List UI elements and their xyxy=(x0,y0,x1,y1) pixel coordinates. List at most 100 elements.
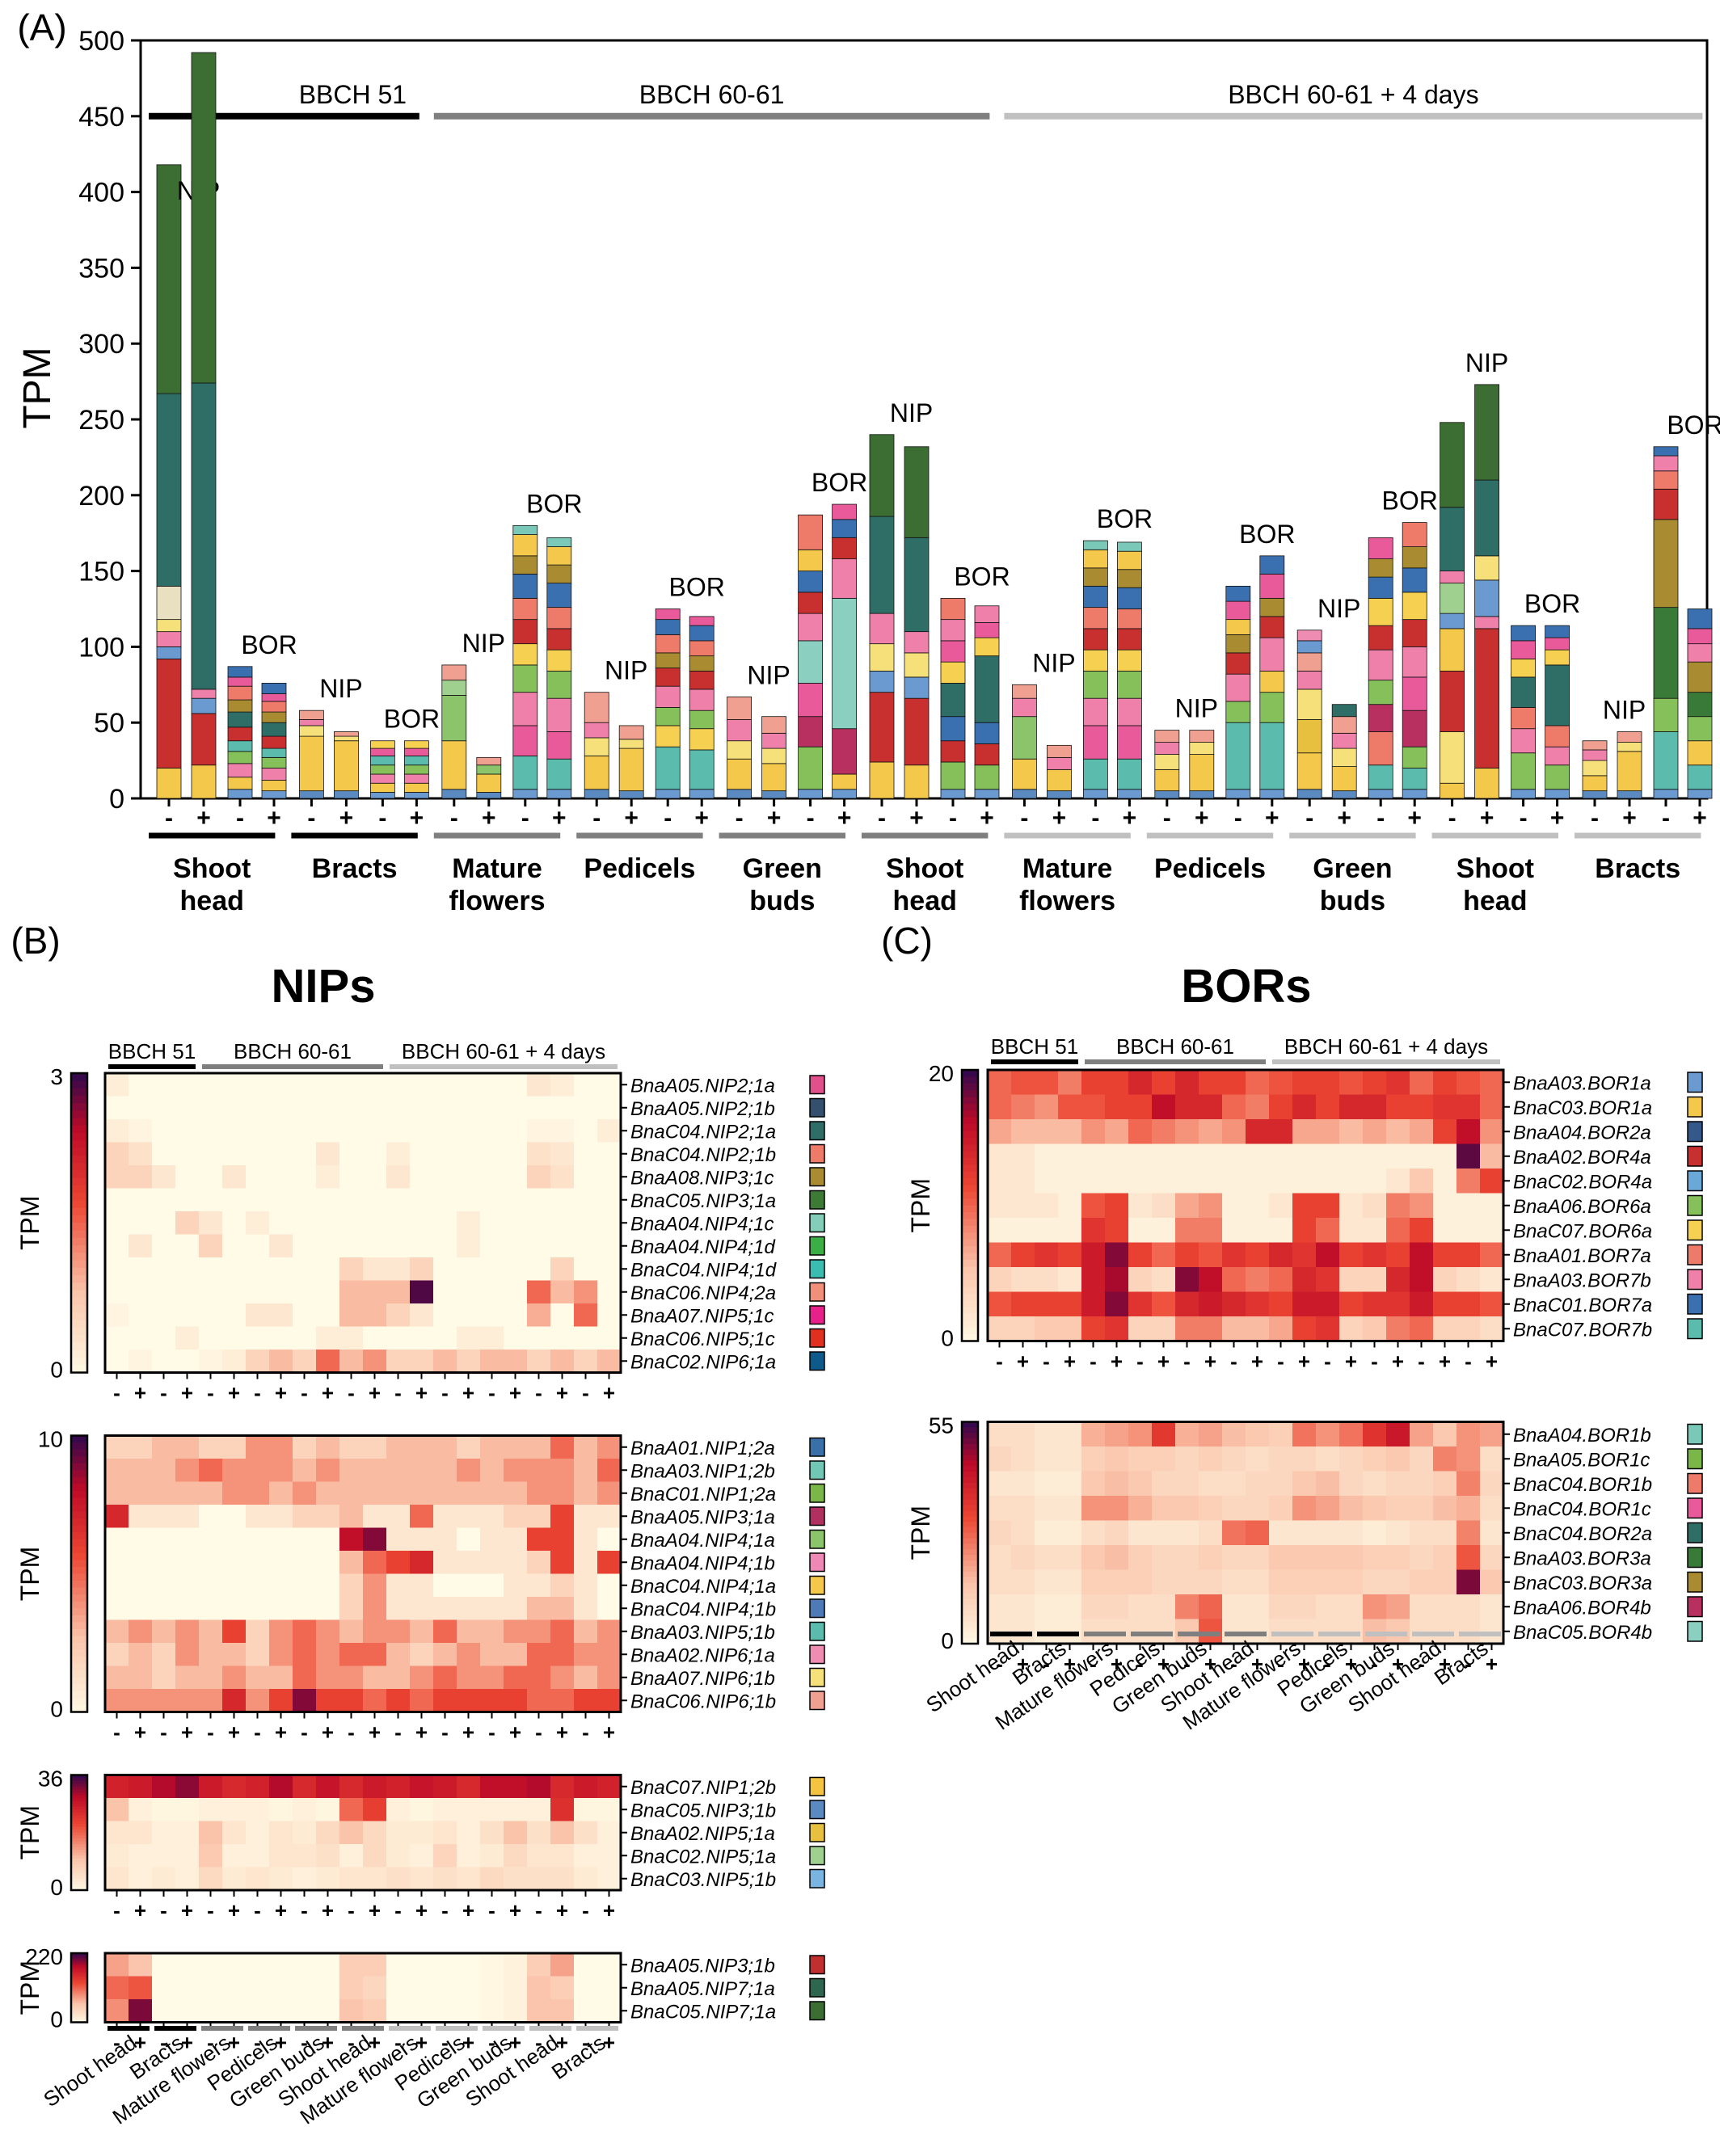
treatment-label: + xyxy=(1622,805,1637,832)
bar-segment xyxy=(1617,790,1642,799)
heatmap-cell xyxy=(152,1573,176,1598)
colorbar-step xyxy=(71,1780,87,1784)
heatmap-cell xyxy=(1035,1242,1059,1268)
colorbar-step xyxy=(71,1207,87,1216)
heatmap-cell xyxy=(480,1665,504,1690)
bar-segment xyxy=(156,619,182,633)
heatmap-cell xyxy=(1199,1594,1223,1619)
heatmap-cell xyxy=(433,1211,457,1235)
heatmap-cell xyxy=(1480,1291,1504,1317)
heatmap-cell xyxy=(597,1619,622,1644)
colorbar-step xyxy=(71,1133,87,1141)
heatmap-cell xyxy=(410,1867,434,1891)
bar-segment xyxy=(191,764,217,799)
heatmap-cell xyxy=(152,1798,176,1821)
heatmap-cell xyxy=(105,1976,129,2000)
heatmap-cell xyxy=(152,1096,176,1120)
gene-color-swatch xyxy=(809,1776,825,1796)
colorbar-step xyxy=(962,1137,978,1145)
gene-color-swatch xyxy=(1687,1472,1703,1494)
colorbar-step xyxy=(71,1809,87,1813)
bar-segment xyxy=(1117,649,1142,672)
treatment-label: + xyxy=(369,1720,381,1745)
bar-segment xyxy=(761,747,786,764)
treatment-label: + xyxy=(1265,805,1279,832)
heatmap-cell xyxy=(1058,1267,1082,1292)
colorbar-step xyxy=(71,1080,87,1089)
heatmap-cell xyxy=(433,1096,457,1120)
colorbar-step xyxy=(962,1443,978,1451)
heatmap-cell xyxy=(1152,1070,1176,1095)
bar-segment xyxy=(761,732,786,749)
heatmap-cell xyxy=(457,1665,481,1690)
heatmap-cell xyxy=(597,1435,622,1459)
heatmap-cell xyxy=(480,1165,504,1189)
colorbar-step xyxy=(71,1778,87,1782)
heatmap-cell xyxy=(527,1326,551,1350)
heatmap-cell xyxy=(1433,1496,1457,1521)
heatmap-cell xyxy=(152,1326,176,1350)
heatmap-cell xyxy=(1035,1070,1059,1095)
bar-segment xyxy=(191,688,217,699)
gene-label: BnaC06.NIP4;2a xyxy=(630,1282,776,1304)
treatment-label: + xyxy=(1064,1350,1076,1374)
heatmap-cell xyxy=(480,1326,504,1350)
heatmap-cell xyxy=(1269,1193,1293,1219)
bar-segment xyxy=(156,393,182,587)
heatmap-cell xyxy=(527,1643,551,1666)
heatmap-cell xyxy=(1081,1094,1106,1120)
heatmap-cell xyxy=(1246,1545,1270,1570)
colorbar-step xyxy=(962,1543,978,1550)
bar-segment xyxy=(546,607,572,630)
heatmap-cell xyxy=(386,1350,411,1373)
colorbar-step xyxy=(962,1549,978,1556)
heatmap-cell xyxy=(410,1165,434,1189)
heatmap-cell xyxy=(129,1619,153,1644)
heatmap-cell xyxy=(1457,1520,1481,1546)
heatmap-cell xyxy=(410,1280,434,1304)
bar-segment xyxy=(476,764,502,775)
bar-segment xyxy=(403,756,429,766)
heatmap-cell xyxy=(1410,1218,1434,1243)
bar-segment xyxy=(512,664,538,693)
heatmap-cell xyxy=(1222,1193,1246,1219)
bar-segment xyxy=(940,661,966,684)
heatmap-cell xyxy=(175,1165,200,1189)
heatmap-cell xyxy=(1433,1545,1457,1570)
bar-segment xyxy=(1259,692,1285,723)
bar-segment xyxy=(261,790,287,799)
heatmap-cell xyxy=(246,1619,270,1644)
treatment-label: - xyxy=(1418,1652,1425,1676)
colorbar-step xyxy=(962,1510,978,1517)
heatmap-cell xyxy=(410,1303,434,1327)
heatmap-cell xyxy=(504,1689,528,1712)
heatmap-cell xyxy=(152,1844,176,1868)
heatmap-cell xyxy=(1457,1496,1481,1521)
heatmap-cell xyxy=(316,1597,340,1620)
heatmap-cell xyxy=(316,1188,340,1212)
heatmap-cell xyxy=(246,1505,270,1528)
heatmap-cell xyxy=(129,1643,153,1666)
bar-segment xyxy=(298,735,324,792)
bar-segment xyxy=(689,625,715,642)
colorbar-step xyxy=(71,1320,87,1329)
heatmap-cell xyxy=(386,1234,411,1258)
bar-segment xyxy=(546,758,572,790)
gene-label: BnaC07.BOR7b xyxy=(1513,1319,1652,1341)
treatment-label: + xyxy=(624,805,639,832)
heatmap-cell xyxy=(222,1551,247,1574)
heatmap-cell xyxy=(1457,1218,1481,1243)
gene-color-swatch xyxy=(1687,1497,1703,1519)
heatmap-cell xyxy=(175,1665,200,1690)
colorbar-step xyxy=(71,1552,87,1560)
heatmap-cell xyxy=(293,1976,317,2000)
heatmap-cell xyxy=(222,1435,247,1459)
bar-segment xyxy=(1259,722,1285,790)
heatmap-cell xyxy=(269,1619,293,1644)
y-axis-label: TPM xyxy=(16,347,59,428)
gene-color-swatch xyxy=(1687,1423,1703,1445)
heatmap-cell xyxy=(527,1211,551,1235)
heatmap-cell xyxy=(597,1775,622,1799)
heatmap-cell xyxy=(457,1481,481,1505)
gene-label: BnaA03.BOR7b xyxy=(1513,1270,1651,1291)
